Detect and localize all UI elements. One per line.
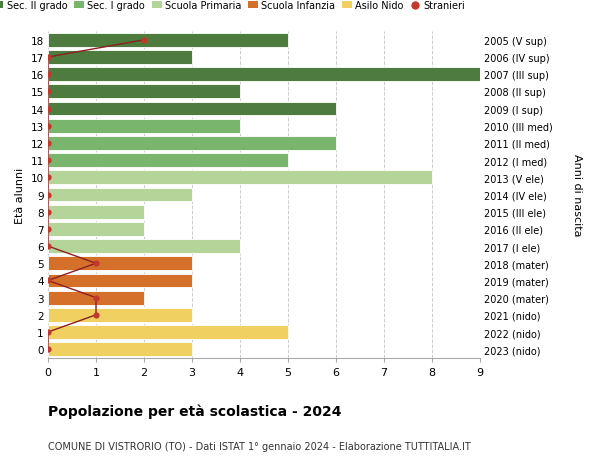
- Bar: [48, 85, 240, 99]
- Bar: [48, 223, 144, 236]
- Legend: Sec. II grado, Sec. I grado, Scuola Primaria, Scuola Infanzia, Asilo Nido, Stran: Sec. II grado, Sec. I grado, Scuola Prim…: [0, 1, 465, 11]
- Bar: [48, 34, 288, 48]
- Bar: [48, 137, 336, 151]
- Bar: [48, 342, 192, 356]
- Bar: [48, 240, 240, 253]
- Bar: [48, 291, 144, 305]
- Bar: [48, 205, 144, 219]
- Bar: [48, 257, 192, 270]
- Text: COMUNE DI VISTRORIO (TO) - Dati ISTAT 1° gennaio 2024 - Elaborazione TUTTITALIA.: COMUNE DI VISTRORIO (TO) - Dati ISTAT 1°…: [48, 441, 471, 451]
- Bar: [48, 154, 288, 168]
- Bar: [48, 274, 192, 288]
- Bar: [48, 68, 480, 82]
- Y-axis label: Età alunni: Età alunni: [15, 167, 25, 223]
- Bar: [48, 120, 240, 133]
- Text: Popolazione per età scolastica - 2024: Popolazione per età scolastica - 2024: [48, 404, 341, 419]
- Bar: [48, 325, 288, 339]
- Y-axis label: Anni di nascita: Anni di nascita: [572, 154, 583, 236]
- Bar: [48, 102, 336, 116]
- Bar: [48, 171, 432, 185]
- Bar: [48, 188, 192, 202]
- Bar: [48, 308, 192, 322]
- Bar: [48, 51, 192, 65]
